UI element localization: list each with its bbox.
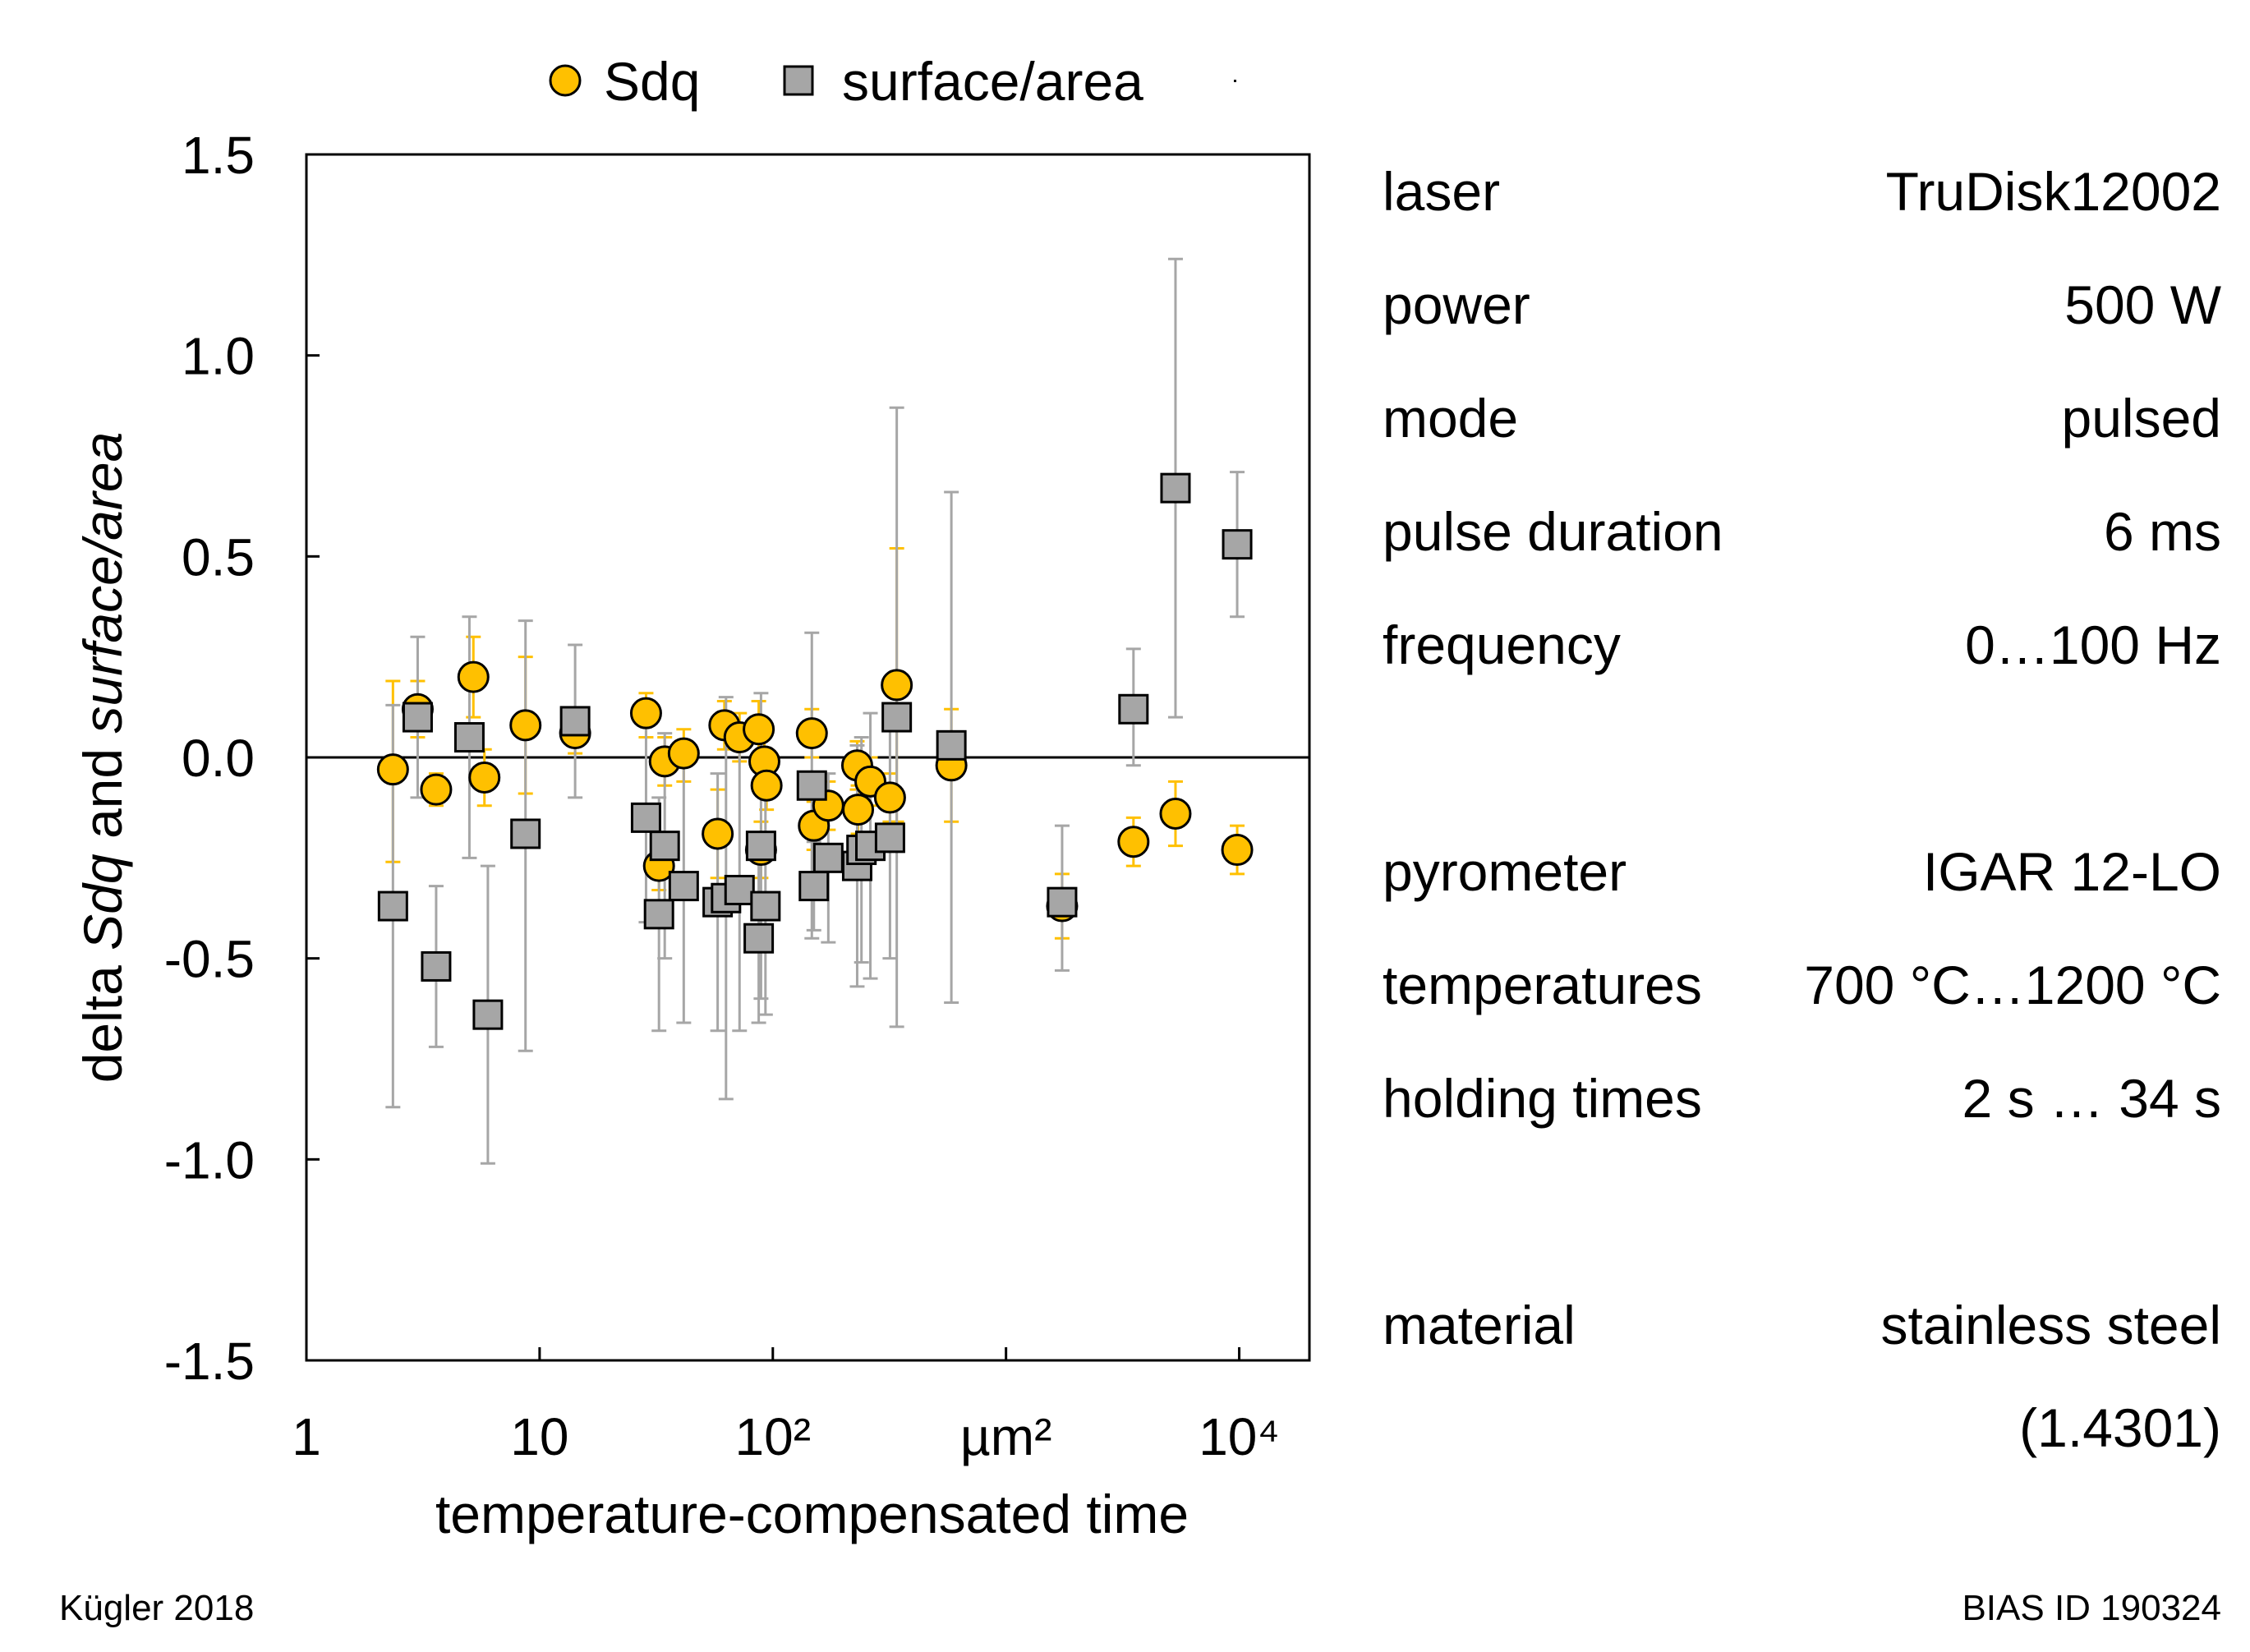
surface-area-point <box>510 818 541 849</box>
surface-area-point <box>402 702 433 733</box>
sdq-point <box>881 669 913 702</box>
surface-area-point <box>750 890 781 922</box>
y-axis-title-part: and <box>72 734 133 854</box>
error-bars <box>385 257 1245 1165</box>
param-label-pulse-duration: pulse duration <box>1383 501 1723 562</box>
sdq-point <box>468 761 501 794</box>
sdq-point <box>420 773 453 806</box>
surface-area-point <box>630 802 661 833</box>
sdq-point <box>743 713 775 746</box>
surface-area-point <box>798 871 830 902</box>
legend: Sdq surface/area <box>549 51 1236 112</box>
surface-area-point <box>559 706 591 737</box>
surface-area-point <box>743 923 775 954</box>
sdq-point <box>629 697 662 729</box>
surface-area-series <box>377 472 1253 1030</box>
sdq-point <box>1221 834 1254 867</box>
sdq-point <box>1117 826 1150 858</box>
legend-dot <box>1234 80 1236 82</box>
surface-area-point <box>1047 886 1078 918</box>
surface-area-point <box>421 950 452 982</box>
param-label-laser: laser <box>1383 161 1501 222</box>
y-tick-label: -1.0 <box>164 1130 255 1190</box>
surface-area-point <box>472 999 504 1030</box>
param-label-holding-times: holding times <box>1383 1068 1702 1129</box>
sdq-point <box>457 660 490 693</box>
param-label-power: power <box>1383 274 1530 335</box>
sdq-point <box>509 709 542 742</box>
param-value-holding-times: 2 s … 34 s <box>1962 1068 2221 1129</box>
sdq-point <box>795 717 828 750</box>
param-value-pyrometer: IGAR 12-LO <box>1922 841 2221 902</box>
surface-area-point <box>874 822 905 854</box>
x-tick-label: 10⁴ <box>1199 1407 1280 1466</box>
y-tick-label: -1.5 <box>164 1332 255 1391</box>
param-label-temperatures: temperatures <box>1383 955 1702 1015</box>
figure-id: BIAS ID 190324 <box>1962 1588 2221 1628</box>
param-value-temperatures: 700 °C…1200 °C <box>1804 955 2221 1015</box>
surface-area-point <box>377 890 408 922</box>
param-value-pulse-duration: 6 ms <box>2103 501 2221 562</box>
surface-area-point <box>1118 693 1149 725</box>
legend-sdq-marker <box>549 64 582 97</box>
param-value-frequency: 0…100 Hz <box>1965 614 2221 675</box>
y-axis-title: delta Sdq and surface/area <box>72 432 133 1084</box>
param-value-laser: TruDisk12002 <box>1885 161 2221 222</box>
surface-area-point <box>453 722 485 753</box>
legend-sdq-label: Sdq <box>604 51 700 112</box>
sdq-point <box>667 737 700 770</box>
y-tick-label: 1.0 <box>182 327 255 386</box>
sdq-point <box>1159 798 1192 831</box>
surface-area-point <box>1222 529 1253 560</box>
y-axis-title-part: delta <box>72 950 133 1083</box>
sdq-point <box>702 817 734 850</box>
surface-area-point <box>643 899 674 930</box>
sdq-point <box>376 753 409 786</box>
param-label-frequency: frequency <box>1383 614 1621 675</box>
param-value-mode: pulsed <box>2061 388 2222 449</box>
param-value-material-grade: (1.4301) <box>2019 1397 2221 1458</box>
surface-area-point <box>796 770 827 801</box>
surface-area-point <box>881 702 913 733</box>
param-label-material: material <box>1383 1295 1576 1355</box>
y-axis-title-part: Sdq <box>72 854 133 950</box>
surface-area-point <box>812 842 844 873</box>
y-tick-label: 0.5 <box>182 527 255 587</box>
param-label-pyrometer: pyrometer <box>1383 841 1627 902</box>
surface-area-point <box>1160 472 1191 504</box>
surface-area-point <box>668 871 699 902</box>
x-tick-label: 1 <box>292 1407 321 1466</box>
legend-surface-area-marker <box>783 65 814 96</box>
y-tick-label: 0.0 <box>182 729 255 788</box>
legend-surface-area-label: surface/area <box>842 51 1143 112</box>
author-credit: Kügler 2018 <box>59 1588 255 1628</box>
sdq-point <box>750 769 783 802</box>
surface-area-point <box>649 831 680 862</box>
x-tick-label: 10 <box>510 1407 568 1466</box>
param-value-power: 500 W <box>2064 274 2221 335</box>
sdq-point <box>873 781 906 814</box>
y-axis-title-part: surface/area <box>72 432 133 734</box>
param-label-mode: mode <box>1383 388 1519 449</box>
surface-area-point <box>724 874 755 905</box>
x-tick-label: 10² <box>735 1407 812 1466</box>
y-tick-label: -0.5 <box>164 930 255 989</box>
x-tick-label: µm² <box>960 1407 1052 1466</box>
surface-area-point <box>936 729 967 761</box>
sdq-point <box>842 794 875 826</box>
surface-area-point <box>745 831 776 862</box>
param-value-material: stainless steel <box>1880 1295 2221 1355</box>
x-axis-title: temperature-compensated time <box>435 1484 1189 1544</box>
y-tick-label: 1.5 <box>182 126 255 185</box>
